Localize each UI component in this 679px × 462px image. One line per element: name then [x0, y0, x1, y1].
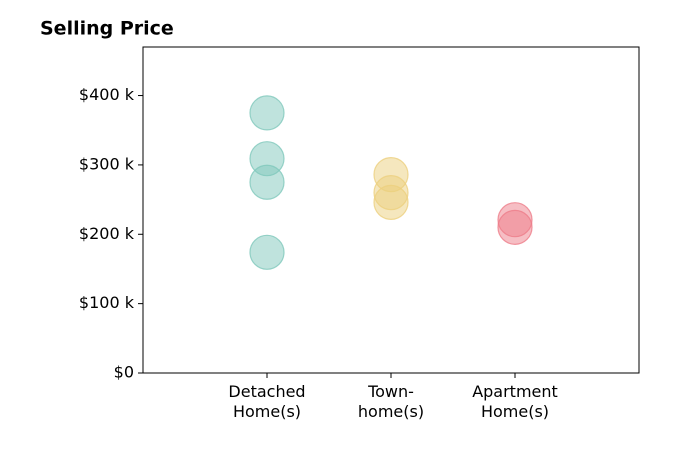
x-tick-label: Town-home(s): [358, 382, 424, 421]
y-tick-label: $400 k: [79, 85, 135, 104]
chart-title: Selling Price: [40, 18, 174, 40]
point: [373, 184, 409, 220]
point: [497, 209, 533, 245]
y-tick-label: $200 k: [79, 224, 135, 243]
x-tick-label: Apartment Home(s): [472, 382, 558, 421]
y-tick-label: $300 k: [79, 154, 135, 173]
point: [249, 95, 285, 131]
x-tick-label: Detached Home(s): [228, 382, 305, 421]
y-tick-label: $0: [114, 363, 134, 382]
point: [249, 164, 285, 200]
point: [249, 234, 285, 270]
y-tick-label: $100 k: [79, 293, 135, 312]
